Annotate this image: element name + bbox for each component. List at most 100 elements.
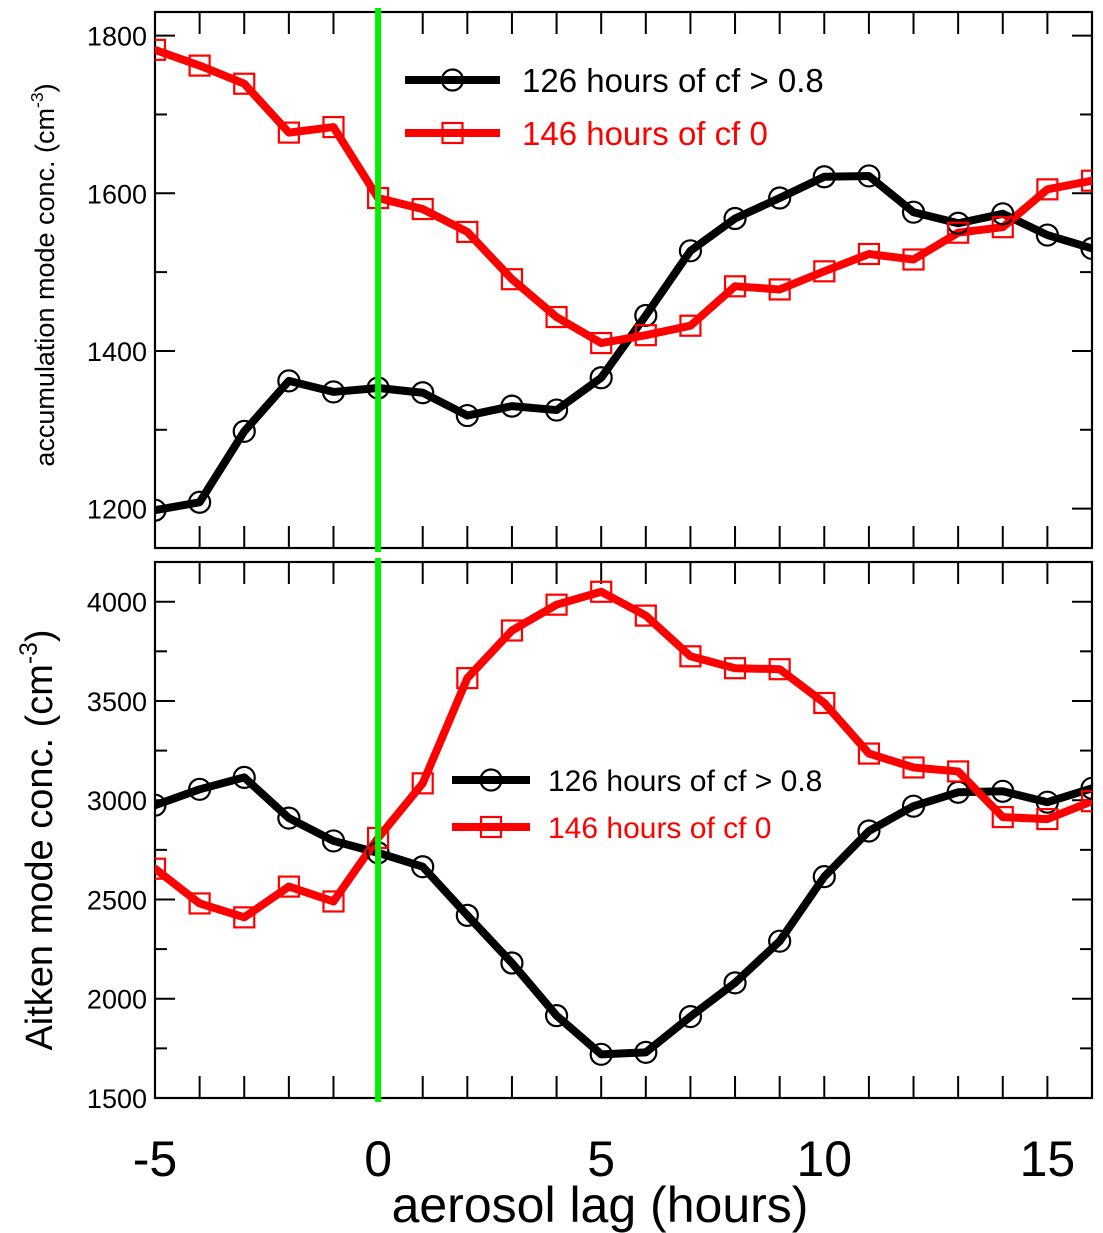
data-point xyxy=(500,394,524,418)
legend-label: 146 hours of cf 0 xyxy=(522,115,768,152)
data-point xyxy=(634,1040,658,1064)
data-point xyxy=(679,314,702,337)
data-point xyxy=(455,903,479,927)
bottom-panel: 1500 2000 2500 3000 3500 4000 Aitken mode conc… xyxy=(16,558,1094,1114)
data-point xyxy=(857,242,881,266)
data-point xyxy=(589,366,613,390)
data-point xyxy=(812,165,836,189)
data-point xyxy=(947,760,970,783)
data-point xyxy=(679,645,702,668)
data-point xyxy=(155,793,167,817)
legend-label: 126 hours of cf > 0.8 xyxy=(548,765,822,798)
y-tick-label: 1400 xyxy=(87,337,147,367)
data-point xyxy=(188,54,211,77)
data-point xyxy=(500,268,524,291)
top-panel: 1200 1400 1600 1800 accumulation mode conc. … xyxy=(27,8,1094,552)
data-point xyxy=(155,857,167,880)
data-point xyxy=(768,186,792,210)
series-line xyxy=(155,587,1092,922)
data-point xyxy=(902,756,925,779)
data-point xyxy=(456,220,479,244)
data-point xyxy=(991,216,1014,239)
y-axis-title: Aitken mode conc. (cm-3) xyxy=(16,629,61,1050)
data-point xyxy=(455,403,479,428)
x-tick-label: 15 xyxy=(1020,1131,1076,1187)
data-point xyxy=(277,369,301,393)
plot-frame xyxy=(153,10,1094,550)
legend-marker xyxy=(440,68,465,92)
data-point xyxy=(590,331,613,355)
data-point xyxy=(1080,790,1092,813)
data-point xyxy=(634,604,657,627)
data-point xyxy=(277,806,301,830)
x-tick-label: 0 xyxy=(364,1131,392,1187)
legend-label: 126 hours of cf > 0.8 xyxy=(522,62,824,99)
legend: 126 hours of cf > 0.8 146 hours of cf 0 xyxy=(405,62,824,152)
data-point xyxy=(768,658,791,681)
y-tick-label: 2500 xyxy=(87,885,147,915)
data-point xyxy=(723,657,747,680)
data-point xyxy=(155,38,167,61)
data-point xyxy=(902,248,925,271)
data-point xyxy=(1035,223,1059,247)
data-point xyxy=(232,419,256,443)
data-point xyxy=(188,490,212,514)
plot-area xyxy=(155,38,1092,522)
data-point xyxy=(768,278,791,301)
data-point xyxy=(188,777,212,801)
data-point xyxy=(634,324,657,347)
data-point xyxy=(277,875,300,898)
data-point xyxy=(768,929,792,953)
data-point xyxy=(857,742,881,765)
data-point xyxy=(723,971,747,995)
data-point xyxy=(232,765,256,789)
data-point xyxy=(545,593,568,616)
data-point xyxy=(411,197,434,221)
plot-frame xyxy=(153,560,1094,1100)
legend-label: 146 hours of cf 0 xyxy=(548,812,771,845)
y-axis-title: accumulation mode conc. (cm-3) xyxy=(27,83,60,466)
data-point xyxy=(321,829,346,853)
data-point xyxy=(544,398,569,422)
data-point xyxy=(813,691,836,715)
data-point xyxy=(456,667,479,690)
x-tick-label: -5 xyxy=(133,1131,177,1187)
data-point xyxy=(411,855,435,879)
y-tick-label: 3000 xyxy=(87,786,147,816)
data-point xyxy=(322,890,345,913)
data-point xyxy=(321,380,346,404)
data-point xyxy=(1080,776,1092,800)
data-point xyxy=(857,819,881,843)
data-point xyxy=(411,772,434,795)
data-point xyxy=(322,115,345,139)
data-point xyxy=(678,1005,703,1029)
data-point xyxy=(812,865,836,889)
data-point xyxy=(544,1004,569,1028)
data-point xyxy=(155,498,167,522)
y-tick-label: 1800 xyxy=(87,22,147,52)
series-line xyxy=(155,45,1092,348)
data-point xyxy=(500,619,524,642)
y-tick-label: 3500 xyxy=(87,687,147,717)
data-point xyxy=(678,239,703,263)
data-point xyxy=(188,892,211,915)
legend-marker xyxy=(441,121,464,145)
data-point xyxy=(1036,807,1059,831)
data-point xyxy=(277,121,300,144)
data-point xyxy=(589,1042,613,1066)
data-point xyxy=(545,305,568,329)
data-point xyxy=(233,906,256,929)
data-point xyxy=(813,260,836,283)
y-tick-label: 1600 xyxy=(87,179,147,209)
legend: 126 hours of cf > 0.8 146 hours of cf 0 xyxy=(452,765,822,845)
x-axis-title: aerosol lag (hours) xyxy=(392,1177,809,1233)
data-point xyxy=(411,381,435,405)
data-point xyxy=(590,580,613,603)
data-point xyxy=(1036,178,1059,201)
data-point xyxy=(723,275,747,298)
data-point xyxy=(991,779,1015,803)
data-point xyxy=(901,200,926,224)
series-line xyxy=(155,773,1092,1059)
data-point xyxy=(857,164,881,188)
